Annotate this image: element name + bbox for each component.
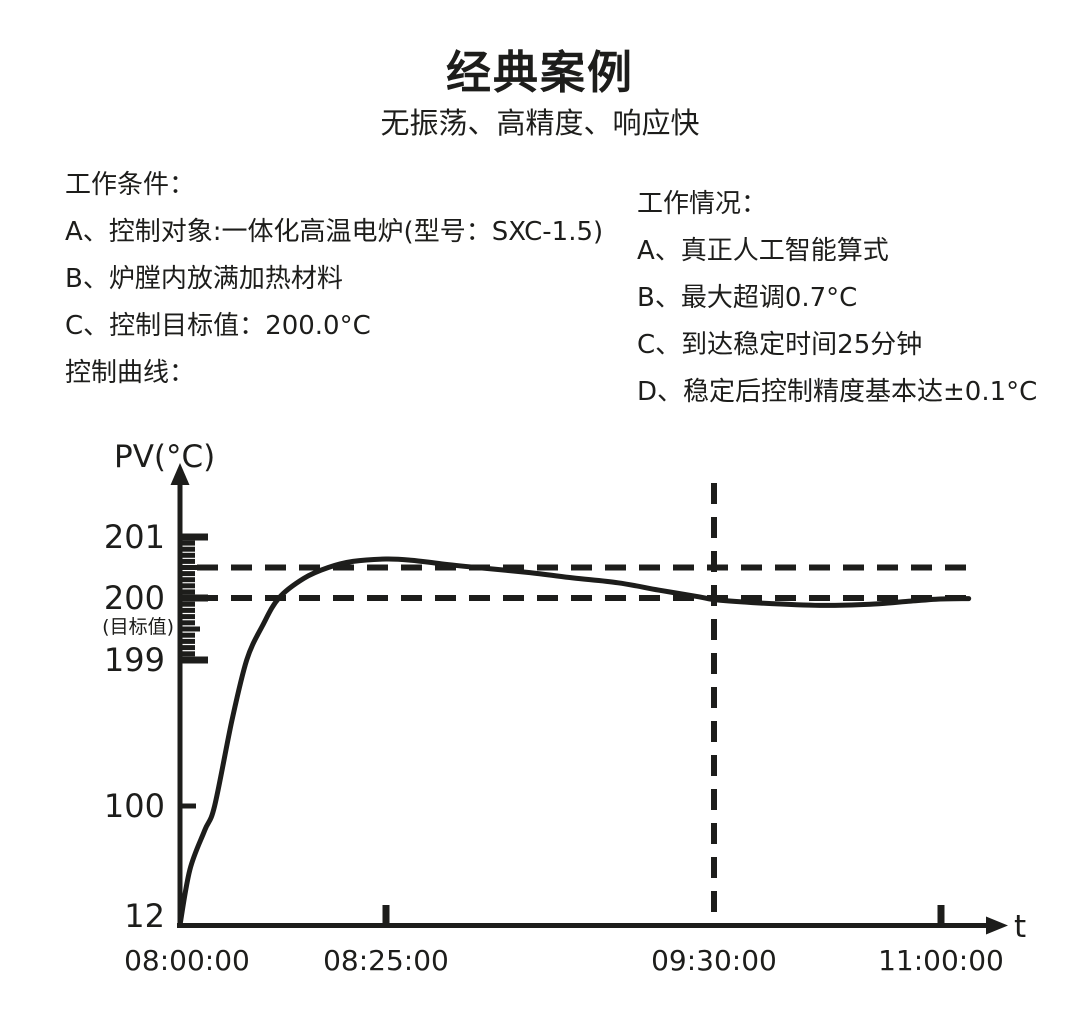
result-item: D、稳定后控制精度基本达±0.1°C [637,377,1038,407]
working-conditions-block: 工作条件： A、控制对象:一体化高温电炉(型号：SXC-1.5) B、炉膛内放满加… [65,162,603,397]
working-results-block: 工作情况： A、真正人工智能算式 B、最大超调0.7°C C、到达稳定时间25分钟 D… [637,181,1037,416]
reference-dashed-lines [197,483,967,923]
working-results-list: A、真正人工智能算式 B、最大超调0.7°C C、到达稳定时间25分钟 D、稳定后控制… [637,228,1037,416]
y-tick-label: 100 [104,787,165,825]
y-axis-label: PV(°C) [114,439,215,475]
x-axis-tick-labels: 08:00:00 08:25:00 09:30:00 11:00:00 [124,944,1004,977]
working-results-heading: 工作情况： [637,189,768,219]
x-axis-ticks [382,905,945,924]
condition-item: A、控制对象:一体化高温电炉(型号：SXC-1.5) [65,217,604,247]
y-axis-ruler-ticks [179,533,208,809]
control-curve-chart: 201 200(目标值) 199 100 12 PV(°C) 08:00:00 08:25… [102,439,1026,977]
condition-item: B、炉膛内放满加热材料 [65,264,343,294]
y-tick-label: 201 [104,518,165,556]
y-axis-arrow-icon [170,463,190,485]
y-tick-label: 199 [104,641,165,679]
page-title: 经典案例 [445,46,634,99]
working-conditions-heading: 工作条件： [65,170,196,200]
pv-temperature-curve [177,556,972,928]
control-curve-label: 控制曲线： [65,358,196,388]
x-axis-arrow-icon [986,916,1008,935]
result-item: A、真正人工智能算式 [637,236,889,266]
y-target-sublabel: (目标值) [102,616,174,638]
y-axis-tick-labels: 201 200(目标值) 199 100 12 [102,518,174,935]
condition-item: C、控制目标值：200.0°C [65,311,371,341]
x-tick-label: 11:00:00 [878,944,1004,977]
result-item: C、到达稳定时间25分钟 [637,330,923,360]
x-axis-label: t [1014,909,1026,945]
result-item: B、最大超调0.7°C [637,283,858,313]
x-tick-label: 08:00:00 [124,944,250,977]
x-tick-label: 08:25:00 [323,944,449,977]
x-tick-label: 09:30:00 [651,944,777,977]
x-axis: 08:00:00 08:25:00 09:30:00 11:00:00 t [124,905,1026,977]
y-axis: 201 200(目标值) 199 100 12 PV(°C) [102,439,215,935]
y-tick-label: 200 [104,579,165,617]
working-conditions-list: A、控制对象:一体化高温电炉(型号：SXC-1.5) B、炉膛内放满加热材料 C、控… [65,209,603,350]
page-subtitle: 无振荡、高精度、响应快 [380,106,700,140]
y-tick-label: 12 [124,897,165,935]
